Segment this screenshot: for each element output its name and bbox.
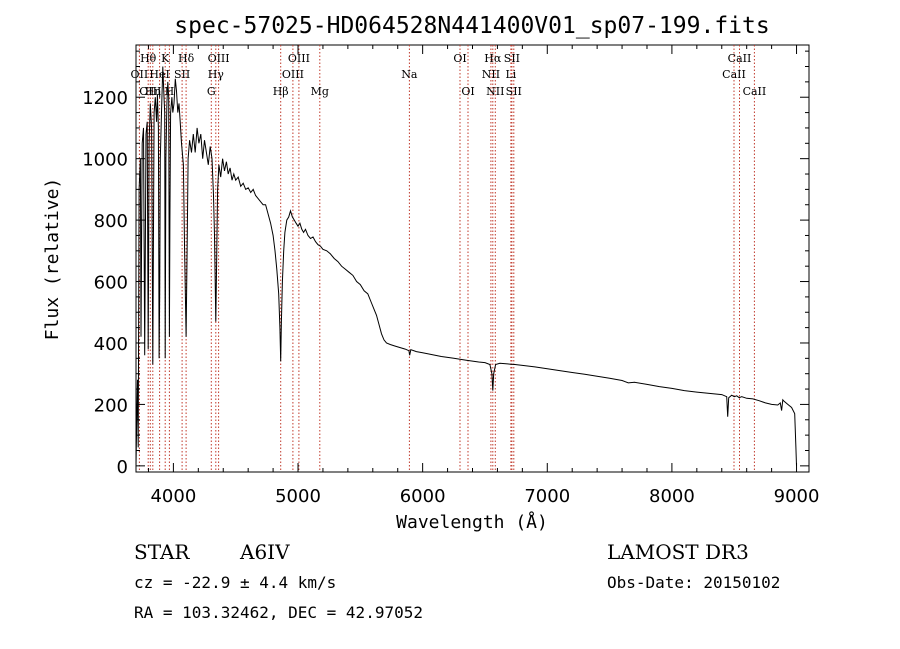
x-tick-label: 6000 <box>400 486 446 507</box>
spectral-line-label: CaII <box>722 68 746 81</box>
y-tick-label: 800 <box>94 211 128 232</box>
spectral-line-label: Hβ <box>273 85 289 98</box>
spectral-line-label: NII <box>482 68 500 81</box>
object-subclass: A6IV <box>240 540 290 564</box>
spectral-line-label: K <box>161 52 170 65</box>
x-axis-label: Wavelength (Å) <box>396 511 548 533</box>
spectral-line-label: Hγ <box>208 68 225 81</box>
y-tick-label: 400 <box>94 334 128 355</box>
spectral-line-label: SII <box>504 52 520 65</box>
y-tick-label: 600 <box>94 273 128 294</box>
spectral-line-label: OIII <box>288 52 310 65</box>
x-tick-label: 7000 <box>524 486 570 507</box>
spectral-line-label: CaII <box>728 52 752 65</box>
spectral-line-label: Hα <box>484 52 502 65</box>
x-axis: 4000 5000 6000 7000 8000 9000 <box>147 45 820 507</box>
y-tick-label: 1200 <box>82 88 128 109</box>
spectral-line-label: Hθ <box>140 52 157 65</box>
sky-coordinates: RA = 103.32462, DEC = 42.97052 <box>134 603 423 622</box>
spectral-line-label: OI <box>453 52 466 65</box>
spectral-line-label: Hδ <box>178 52 195 65</box>
spectral-line-label: Hη <box>145 85 161 98</box>
x-tick-label: 4000 <box>150 486 196 507</box>
x-tick-label: 5000 <box>275 486 321 507</box>
object-class: STAR <box>134 540 190 564</box>
y-axis: 0 200 400 600 800 1000 1200 <box>82 50 809 478</box>
spectral-line-label: SII <box>506 85 522 98</box>
survey-name: LAMOST DR3 <box>607 540 749 564</box>
observation-date: Obs-Date: 20150102 <box>607 573 781 592</box>
spectral-line-label: H <box>165 85 175 98</box>
spectral-line-label: OIII <box>208 52 230 65</box>
x-tick-label: 8000 <box>649 486 695 507</box>
spectral-line-label: Mg <box>311 85 329 98</box>
spectral-line-label: SII <box>174 68 190 81</box>
spectral-line-markers <box>138 45 755 472</box>
chart-title: spec-57025-HD064528N441400V01_sp07-199.f… <box>174 13 769 39</box>
spectrum-line <box>135 66 797 466</box>
spectral-line-label: NII <box>486 85 504 98</box>
plot-frame <box>135 44 810 473</box>
spectral-line-label: OIII <box>282 68 304 81</box>
y-tick-label: 200 <box>94 395 128 416</box>
spectral-line-label: G <box>207 85 216 98</box>
spectral-line-label: OIII <box>139 85 161 98</box>
spectral-line-label: CaII <box>743 85 767 98</box>
x-tick-label: 9000 <box>774 486 820 507</box>
y-tick-label: 0 <box>117 457 128 478</box>
y-tick-label: 1000 <box>82 150 128 171</box>
spectral-line-label: Li <box>505 68 516 81</box>
y-axis-label: Flux (relative) <box>42 178 63 341</box>
spectrum-chart: spec-57025-HD064528N441400V01_sp07-199.f… <box>42 13 820 533</box>
spectral-line-label: OII <box>131 68 149 81</box>
spectral-line-labels: OIIHθOIIIHηHeIKHSIIHδGHγOIIIHβOIIIOIIIMg… <box>131 52 767 98</box>
redshift-value: cz = -22.9 ± 4.4 km/s <box>134 573 337 592</box>
spectral-line-label: HeI <box>149 68 169 81</box>
spectral-line-label: Na <box>401 68 418 81</box>
spectral-line-label: OI <box>461 85 474 98</box>
